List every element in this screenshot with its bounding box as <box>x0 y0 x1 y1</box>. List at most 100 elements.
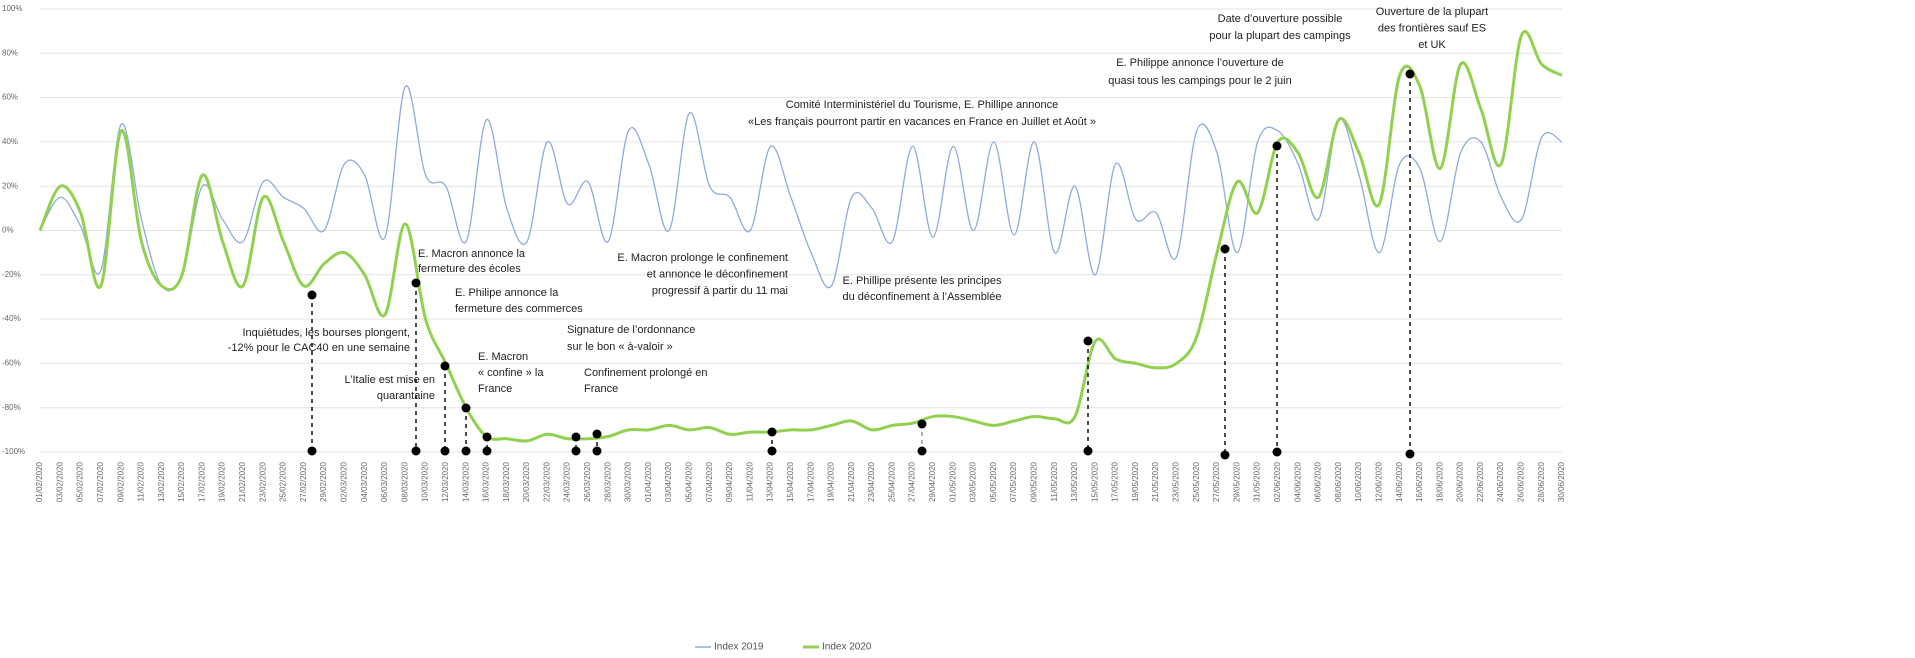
annotation-text: France <box>584 383 618 395</box>
annotation: Signature de l’ordonnance sur le bon « à-… <box>567 324 695 456</box>
x-tick-label: 21/04/2020 <box>847 461 856 502</box>
x-tick-label: 07/02/2020 <box>96 461 105 502</box>
y-tick-label: -20% <box>2 270 21 279</box>
annotation: E. Philippe annonce l’ouverture de quasi … <box>1108 57 1292 460</box>
annotation-dot <box>917 419 927 429</box>
x-tick-label: 23/05/2020 <box>1172 461 1181 502</box>
annotation-dot <box>1083 446 1093 456</box>
annotation-text: E. Philipe annonce la <box>455 287 559 299</box>
x-tick-label: 27/05/2020 <box>1212 461 1221 502</box>
x-tick-label: 29/05/2020 <box>1232 461 1241 502</box>
annotation-dot <box>482 446 492 456</box>
annotation-text: E. Macron <box>478 351 528 363</box>
annotation-text: progressif à partir du 11 mai <box>652 285 788 297</box>
annotation: E. Phillipe présente les principes du déc… <box>843 275 1002 456</box>
x-tick-label: 19/05/2020 <box>1131 461 1140 502</box>
annotation-text: et annonce le déconfinement <box>647 268 788 280</box>
annotation-text: E. Macron annonce la <box>418 248 526 260</box>
annotation-dot <box>440 446 450 456</box>
x-tick-label: 25/02/2020 <box>279 461 288 502</box>
x-tick-label: 10/06/2020 <box>1354 461 1363 502</box>
annotation-text: sur le bon « à-valoir » <box>567 341 673 353</box>
x-tick-label: 18/03/2020 <box>502 461 511 502</box>
x-tick-label: 17/04/2020 <box>806 461 815 502</box>
x-tick-label: 21/05/2020 <box>1151 461 1160 502</box>
annotation: L’Italie est mise en quarantaine <box>345 361 450 456</box>
series-line <box>38 30 1563 443</box>
y-tick-label: 100% <box>2 4 22 13</box>
annotation-text: Signature de l’ordonnance <box>567 324 695 336</box>
annotation: E. Macron annonce la fermeture des écoles <box>411 248 526 456</box>
x-tick-label: 18/06/2020 <box>1435 461 1444 502</box>
x-tick-label: 07/05/2020 <box>1009 461 1018 502</box>
x-tick-label: 22/03/2020 <box>542 461 551 502</box>
x-tick-label: 10/03/2020 <box>421 461 430 502</box>
x-tick-label: 09/05/2020 <box>1029 461 1038 502</box>
x-tick-label: 29/02/2020 <box>319 461 328 502</box>
x-tick-label: 13/05/2020 <box>1070 461 1079 502</box>
annotation-text: quasi tous les campings pour le 2 juin <box>1108 75 1291 87</box>
annotation-dot <box>1405 69 1415 79</box>
x-tick-label: 19/04/2020 <box>827 461 836 502</box>
x-tick-label: 30/03/2020 <box>624 461 633 502</box>
y-tick-label: 20% <box>2 181 18 190</box>
annotation-text: « confine » la <box>478 367 544 379</box>
x-tick-label: 26/06/2020 <box>1517 461 1526 502</box>
annotation-dot <box>1405 449 1415 459</box>
annotation: Confinement prolongé en France <box>584 367 708 456</box>
x-tick-label: 12/03/2020 <box>441 461 450 502</box>
annotation-dot <box>440 361 450 371</box>
x-tick-label: 24/06/2020 <box>1496 461 1505 502</box>
x-tick-label: 30/06/2020 <box>1557 461 1566 502</box>
y-tick-label: 0% <box>2 226 14 235</box>
annotation-dot <box>1220 244 1230 254</box>
x-tick-label: 15/04/2020 <box>786 461 795 502</box>
annotation-text: pour la plupart des campings <box>1209 30 1351 42</box>
x-tick-label: 20/06/2020 <box>1456 461 1465 502</box>
annotation-text: fermeture des écoles <box>418 263 521 275</box>
x-tick-label: 23/04/2020 <box>867 461 876 502</box>
x-tick-label: 08/06/2020 <box>1334 461 1343 502</box>
x-tick-label: 15/05/2020 <box>1090 461 1099 502</box>
annotation: Date d’ouverture possible pour la plupart… <box>1209 13 1351 457</box>
x-tick-label: 06/06/2020 <box>1314 461 1323 502</box>
annotation-text: «Les français pourront partir en vacance… <box>748 116 1096 128</box>
annotation-dot <box>571 432 581 442</box>
x-tick-label: 23/02/2020 <box>258 461 267 502</box>
annotation-text: Comité Interministériel du Tourisme, E. … <box>786 99 1058 111</box>
x-tick-label: 12/06/2020 <box>1374 461 1383 502</box>
annotation-dot <box>592 429 602 439</box>
annotation-dot <box>592 446 602 456</box>
x-tick-label: 08/03/2020 <box>400 461 409 502</box>
y-tick-label: 40% <box>2 137 18 146</box>
x-tick-label: 05/04/2020 <box>684 461 693 502</box>
x-tick-label: 01/02/2020 <box>35 461 44 502</box>
annotation-dot <box>461 403 471 413</box>
y-tick-label: 60% <box>2 93 18 102</box>
x-tick-label: 29/04/2020 <box>928 461 937 502</box>
x-tick-label: 19/02/2020 <box>218 461 227 502</box>
annotation-dot <box>767 427 777 437</box>
x-tick-label: 04/03/2020 <box>360 461 369 502</box>
y-tick-label: -80% <box>2 403 21 412</box>
annotation-text: E. Macron prolonge le confinement <box>617 252 788 264</box>
annotation: E. Philipe annonce la fermeture des comme… <box>455 287 583 456</box>
annotation-text: des frontières sauf ES <box>1378 22 1486 34</box>
annotation: E. Macron « confine » la France <box>478 351 544 456</box>
legend-label: Index 2020 <box>822 642 872 653</box>
annotation-text: L’Italie est mise en <box>345 374 436 386</box>
x-tick-label: 17/05/2020 <box>1111 461 1120 502</box>
annotation-dot <box>767 446 777 456</box>
x-tick-label: 25/05/2020 <box>1192 461 1201 502</box>
annotation-dot <box>1220 450 1230 460</box>
y-tick-label: -60% <box>2 359 21 368</box>
annotation-dot <box>307 446 317 456</box>
annotation-text: Ouverture de la plupart <box>1376 6 1489 18</box>
x-tick-label: 24/03/2020 <box>563 461 572 502</box>
series-line <box>39 85 1563 292</box>
x-tick-label: 02/03/2020 <box>340 461 349 502</box>
annotation-dot <box>411 278 421 288</box>
x-tick-label: 09/02/2020 <box>116 461 125 502</box>
x-tick-label: 04/06/2020 <box>1293 461 1302 502</box>
